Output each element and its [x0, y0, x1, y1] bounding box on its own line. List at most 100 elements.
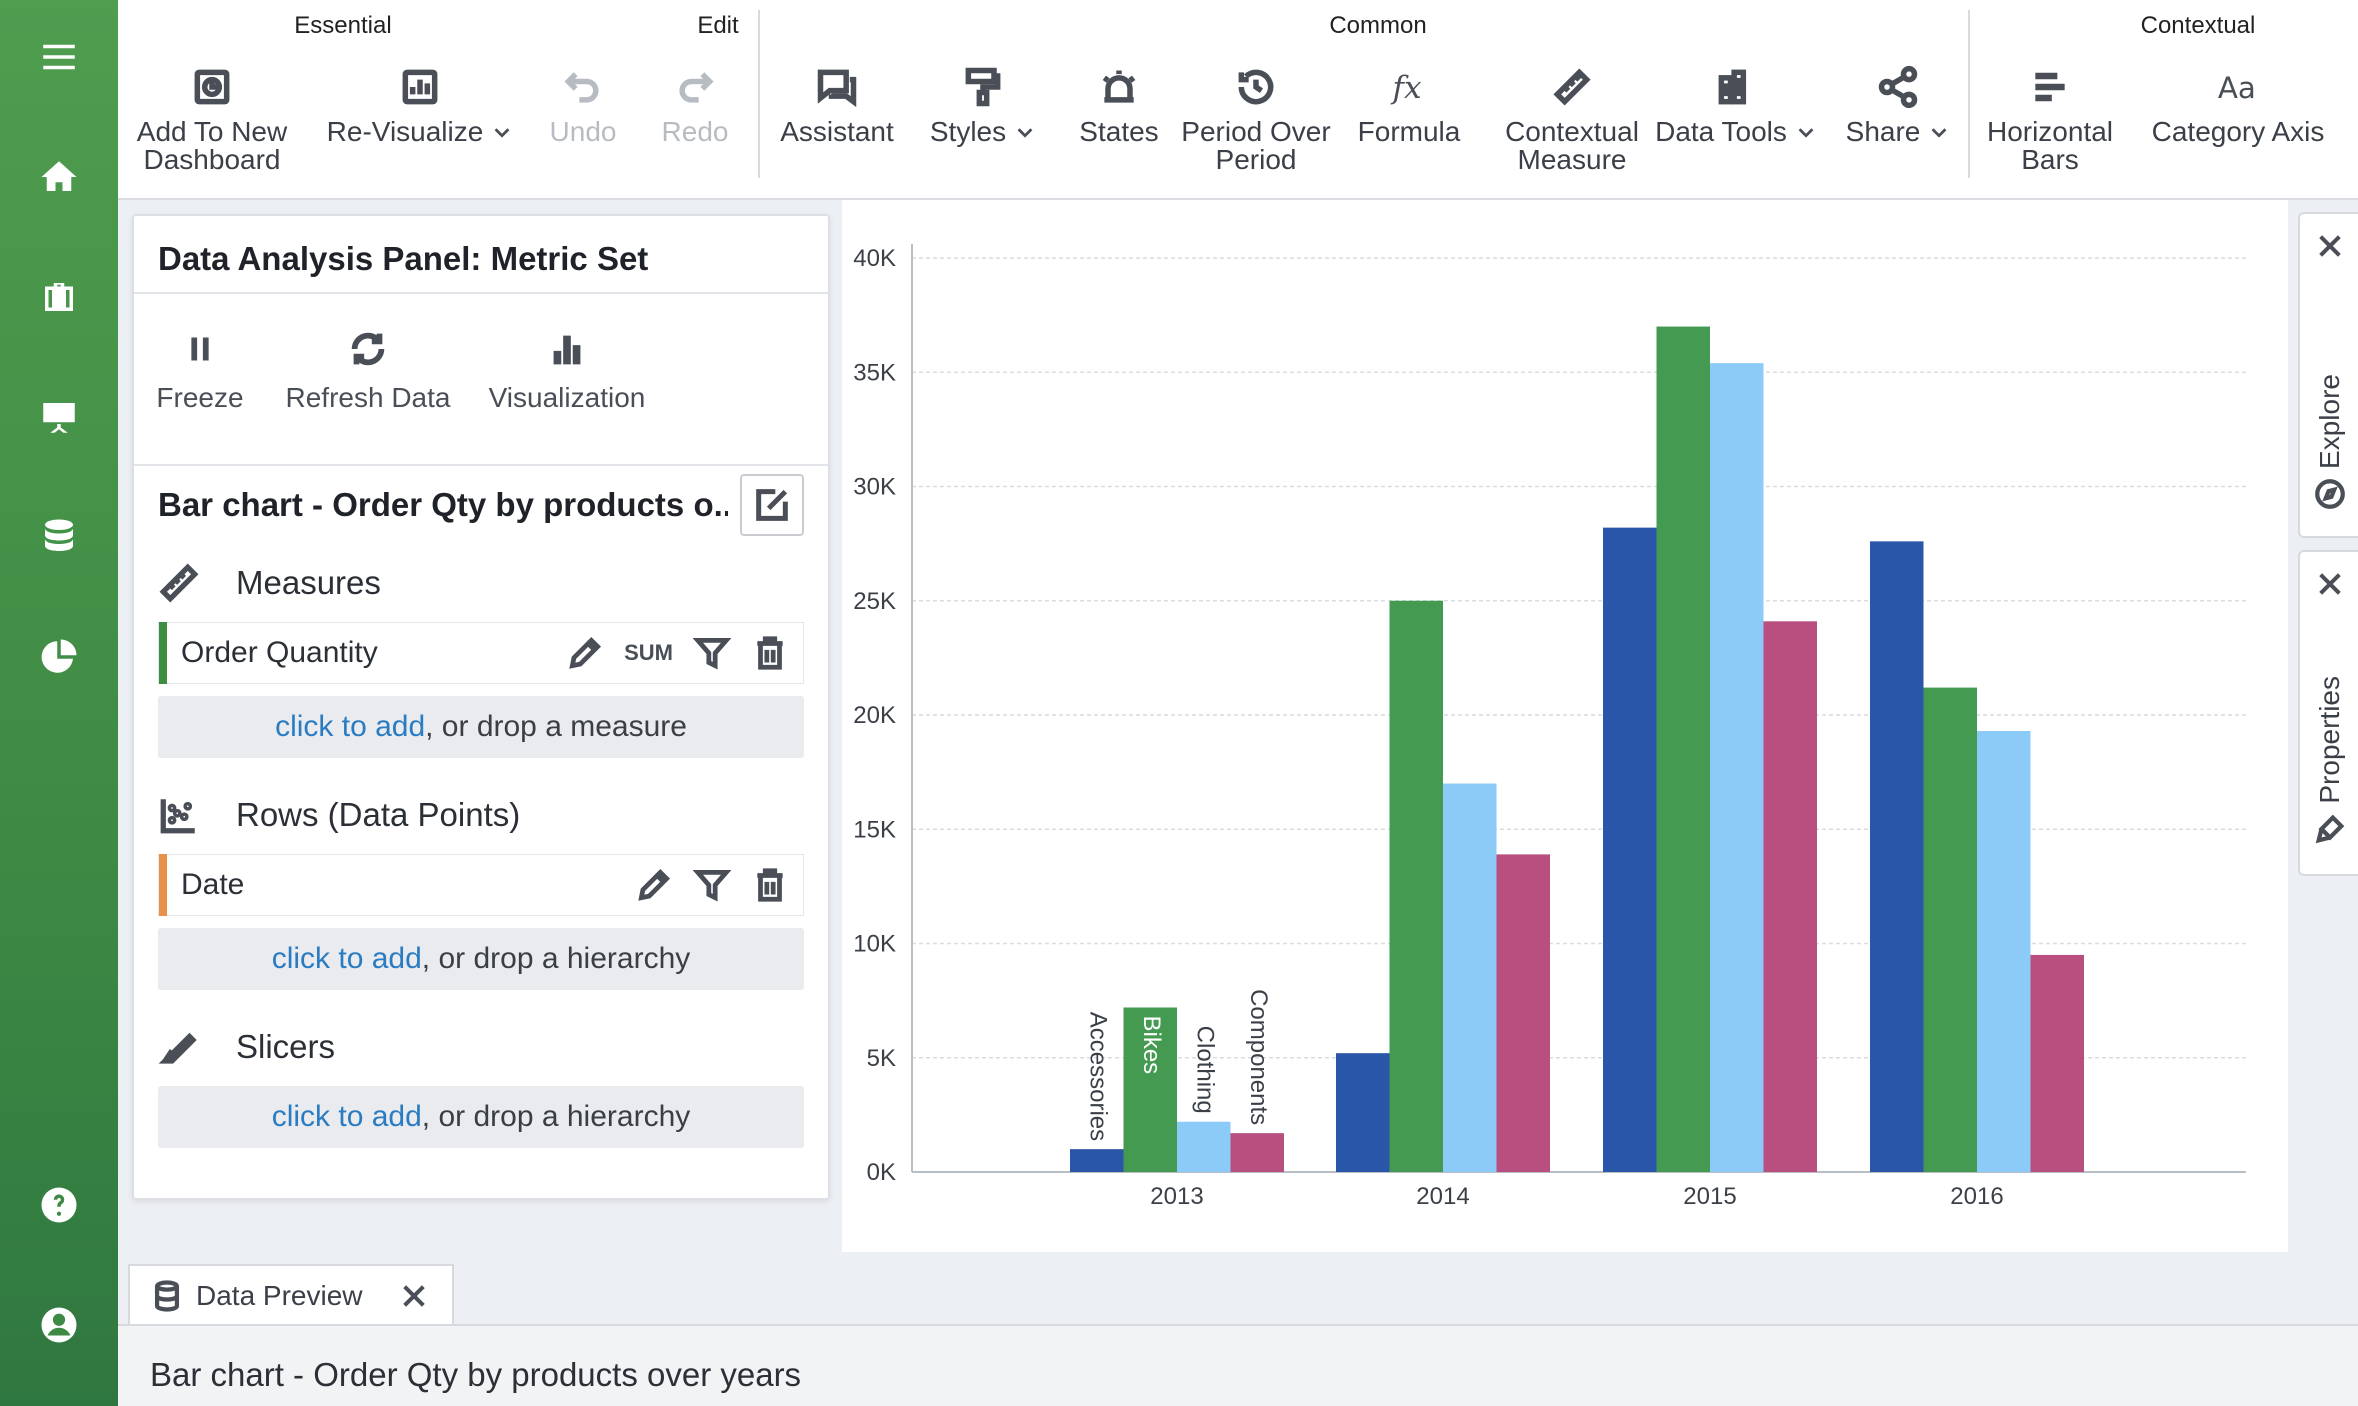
help-icon[interactable]	[34, 1180, 84, 1230]
drop-row-text: , or drop a hierarchy	[421, 942, 691, 975]
data-preview-tab[interactable]: Data Preview	[128, 1264, 454, 1326]
add-to-new-dashboard-button[interactable]: Add To New Dashboard	[132, 62, 292, 174]
revisualize-label: Re-Visualize	[326, 116, 484, 147]
x-tick-label: 2013	[1150, 1183, 1203, 1210]
share-button[interactable]: Share	[1838, 62, 1958, 146]
assistant-button[interactable]: Assistant	[772, 62, 902, 146]
chart-canvas: 0K 5K 10K 15K 20K 25K 30K 35K 40K Accessories Bike…	[842, 200, 2288, 1252]
bar-accessories-2014	[1336, 1053, 1390, 1172]
horizontal-bars-button[interactable]: Horizontal Bars	[1980, 62, 2120, 174]
measure-field-name: Order Quantity	[181, 636, 378, 669]
row-drop-zone[interactable]: click to add, or drop a hierarchy	[158, 928, 804, 990]
series-label-bikes: Bikes	[1138, 1015, 1165, 1074]
trash-icon[interactable]	[751, 634, 789, 672]
share-label: Share	[1845, 116, 1921, 147]
click-to-add-measure-link[interactable]: click to add	[275, 710, 426, 743]
data-preview-label: Data Preview	[196, 1280, 363, 1311]
svg-text:Aa: Aa	[2218, 71, 2256, 105]
refresh-icon	[351, 332, 385, 366]
ruler-icon	[159, 563, 199, 603]
redo-button[interactable]: Redo	[650, 62, 740, 146]
properties-side-tab[interactable]: Properties	[2298, 550, 2358, 876]
group-label-common: Common	[1329, 12, 1427, 39]
measure-accent-bar	[159, 622, 167, 684]
series-label-clothing: Clothing	[1191, 1026, 1218, 1114]
close-icon[interactable]	[398, 1280, 430, 1312]
contextual-measure-button[interactable]: Contextual Measure	[1472, 62, 1672, 174]
edit-chart-button[interactable]	[740, 474, 804, 536]
row-field-date[interactable]: Date	[158, 854, 804, 916]
group-label-essential: Essential	[294, 12, 392, 39]
ruler-pencil-icon	[1547, 62, 1597, 112]
chevron-down-icon	[494, 128, 510, 138]
undo-button[interactable]: Undo	[538, 62, 628, 146]
function-icon: fx	[1384, 62, 1434, 112]
history-icon	[1231, 62, 1281, 112]
horizontal-bars-icon	[2025, 62, 2075, 112]
dashboard-add-icon	[187, 62, 237, 112]
measures-label: Measures	[236, 564, 381, 601]
close-icon[interactable]	[2314, 568, 2346, 600]
pencil-icon[interactable]	[635, 866, 673, 904]
presentation-icon[interactable]	[34, 392, 84, 442]
bar-chart-icon	[395, 62, 445, 112]
bar-bikes-2013	[1123, 1007, 1177, 1172]
category-axis-button[interactable]: Aa Category Axis	[2138, 62, 2338, 146]
briefcase-icon[interactable]	[34, 272, 84, 322]
bar-components-2016	[2030, 954, 2084, 1172]
series-label-components: Components	[1245, 989, 1272, 1125]
pencil-icon[interactable]	[566, 634, 604, 672]
user-account-icon[interactable]	[34, 1300, 84, 1350]
revisualize-button[interactable]: Re-Visualize	[320, 62, 520, 146]
x-tick-label: 2014	[1416, 1183, 1469, 1210]
home-icon[interactable]	[34, 152, 84, 202]
bar-components-2013	[1230, 1133, 1284, 1172]
bar-bikes-2016	[1923, 687, 1977, 1172]
database-icon[interactable]	[34, 512, 84, 562]
slicers-label: Slicers	[236, 1028, 336, 1065]
formula-label: Formula	[1357, 116, 1461, 147]
refresh-data-label: Refresh Data	[285, 382, 451, 413]
states-button[interactable]: States	[1064, 62, 1174, 146]
database-icon	[154, 1280, 180, 1312]
filter-icon[interactable]	[693, 866, 731, 904]
measure-drop-zone[interactable]: click to add, or drop a measure	[158, 696, 804, 758]
freeze-button[interactable]: Freeze	[150, 326, 250, 414]
y-tick-label: 30K	[853, 474, 896, 501]
bar-chart[interactable]: 0K 5K 10K 15K 20K 25K 30K 35K 40K Accessories Bike…	[842, 200, 2288, 1252]
aggregation-sum-button[interactable]: SUM	[624, 640, 673, 665]
slicers-section-header: Slicers	[158, 1026, 335, 1068]
refresh-data-button[interactable]: Refresh Data	[278, 326, 458, 414]
data-tools-button[interactable]: Data Tools	[1646, 62, 1826, 146]
menu-icon[interactable]	[34, 32, 84, 82]
svg-text:fx: fx	[1391, 70, 1423, 106]
measure-field-order-quantity[interactable]: Order Quantity SUM	[158, 622, 804, 684]
visualization-button[interactable]: Visualization	[482, 326, 652, 414]
toolbar-separator	[1968, 10, 1970, 178]
slicer-drop-zone[interactable]: click to add, or drop a hierarchy	[158, 1086, 804, 1148]
contextual-measure-label-1: Contextual	[1505, 116, 1639, 147]
bar-accessories-2015	[1603, 527, 1657, 1172]
formula-button[interactable]: fx Formula	[1344, 62, 1474, 146]
close-icon[interactable]	[2314, 230, 2346, 262]
compass-icon	[2315, 479, 2345, 509]
horizontal-bars-label-2: Bars	[2021, 144, 2079, 175]
divider	[134, 292, 828, 294]
click-to-add-slicer-link[interactable]: click to add	[271, 1100, 422, 1133]
trash-icon[interactable]	[751, 866, 789, 904]
explore-side-tab[interactable]: Explore	[2298, 212, 2358, 538]
undo-icon	[558, 62, 608, 112]
click-to-add-row-link[interactable]: click to add	[271, 942, 422, 975]
states-label: States	[1079, 116, 1159, 147]
assistant-label: Assistant	[780, 116, 894, 147]
knife-icon	[158, 1032, 197, 1064]
styles-button[interactable]: Styles	[918, 62, 1048, 146]
period-over-period-button[interactable]: Period Over Period	[1166, 62, 1346, 174]
filter-icon[interactable]	[693, 634, 731, 672]
y-tick-label: 25K	[853, 588, 896, 615]
redo-icon	[670, 62, 720, 112]
pie-chart-icon[interactable]	[34, 632, 84, 682]
left-nav	[0, 0, 118, 1406]
y-tick-label: 40K	[853, 245, 896, 272]
